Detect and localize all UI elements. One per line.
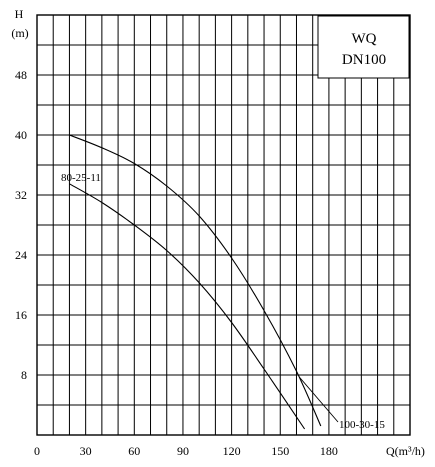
x-axis-label: Q(m³/h) xyxy=(386,444,425,458)
x-tick-label: 60 xyxy=(128,444,140,458)
series-label-80-25-11: 80-25-11 xyxy=(61,172,101,184)
x-tick-label: 120 xyxy=(223,444,241,458)
y-axis-label-line-1: H xyxy=(15,7,24,21)
series-labels: 100-30-15 80-25-11 xyxy=(61,172,385,431)
y-tick-label: 24 xyxy=(15,248,27,262)
x-tick-label: 180 xyxy=(320,444,338,458)
grid xyxy=(37,15,410,435)
series-line-100-30-15 xyxy=(69,134,322,427)
y-tick-label: 32 xyxy=(15,188,27,202)
series-curves xyxy=(69,134,322,430)
x-tick-label: 30 xyxy=(80,444,92,458)
series-line-80-25-11 xyxy=(69,183,306,430)
y-tick-label: 40 xyxy=(15,128,27,142)
plot-frame xyxy=(36,14,411,436)
x-tick-label: 150 xyxy=(271,444,289,458)
y-tick-label: 8 xyxy=(21,368,27,382)
series-label-100-30-15: 100-30-15 xyxy=(339,419,385,431)
x-tick-label: 90 xyxy=(177,444,189,458)
y-tick-label: 48 xyxy=(15,68,27,82)
tick-labels: 0 30 60 90 120 150 180 8 16 24 32 40 48 xyxy=(15,68,338,458)
y-axis-label-line-2: (m) xyxy=(11,26,28,40)
title-box: WQ DN100 xyxy=(317,15,410,79)
series-label-leader xyxy=(299,376,339,423)
chart-title-line-2: DN100 xyxy=(342,52,386,68)
x-tick-label: 0 xyxy=(34,444,40,458)
chart-title-line-1: WQ xyxy=(352,31,377,47)
y-tick-label: 16 xyxy=(15,308,27,322)
